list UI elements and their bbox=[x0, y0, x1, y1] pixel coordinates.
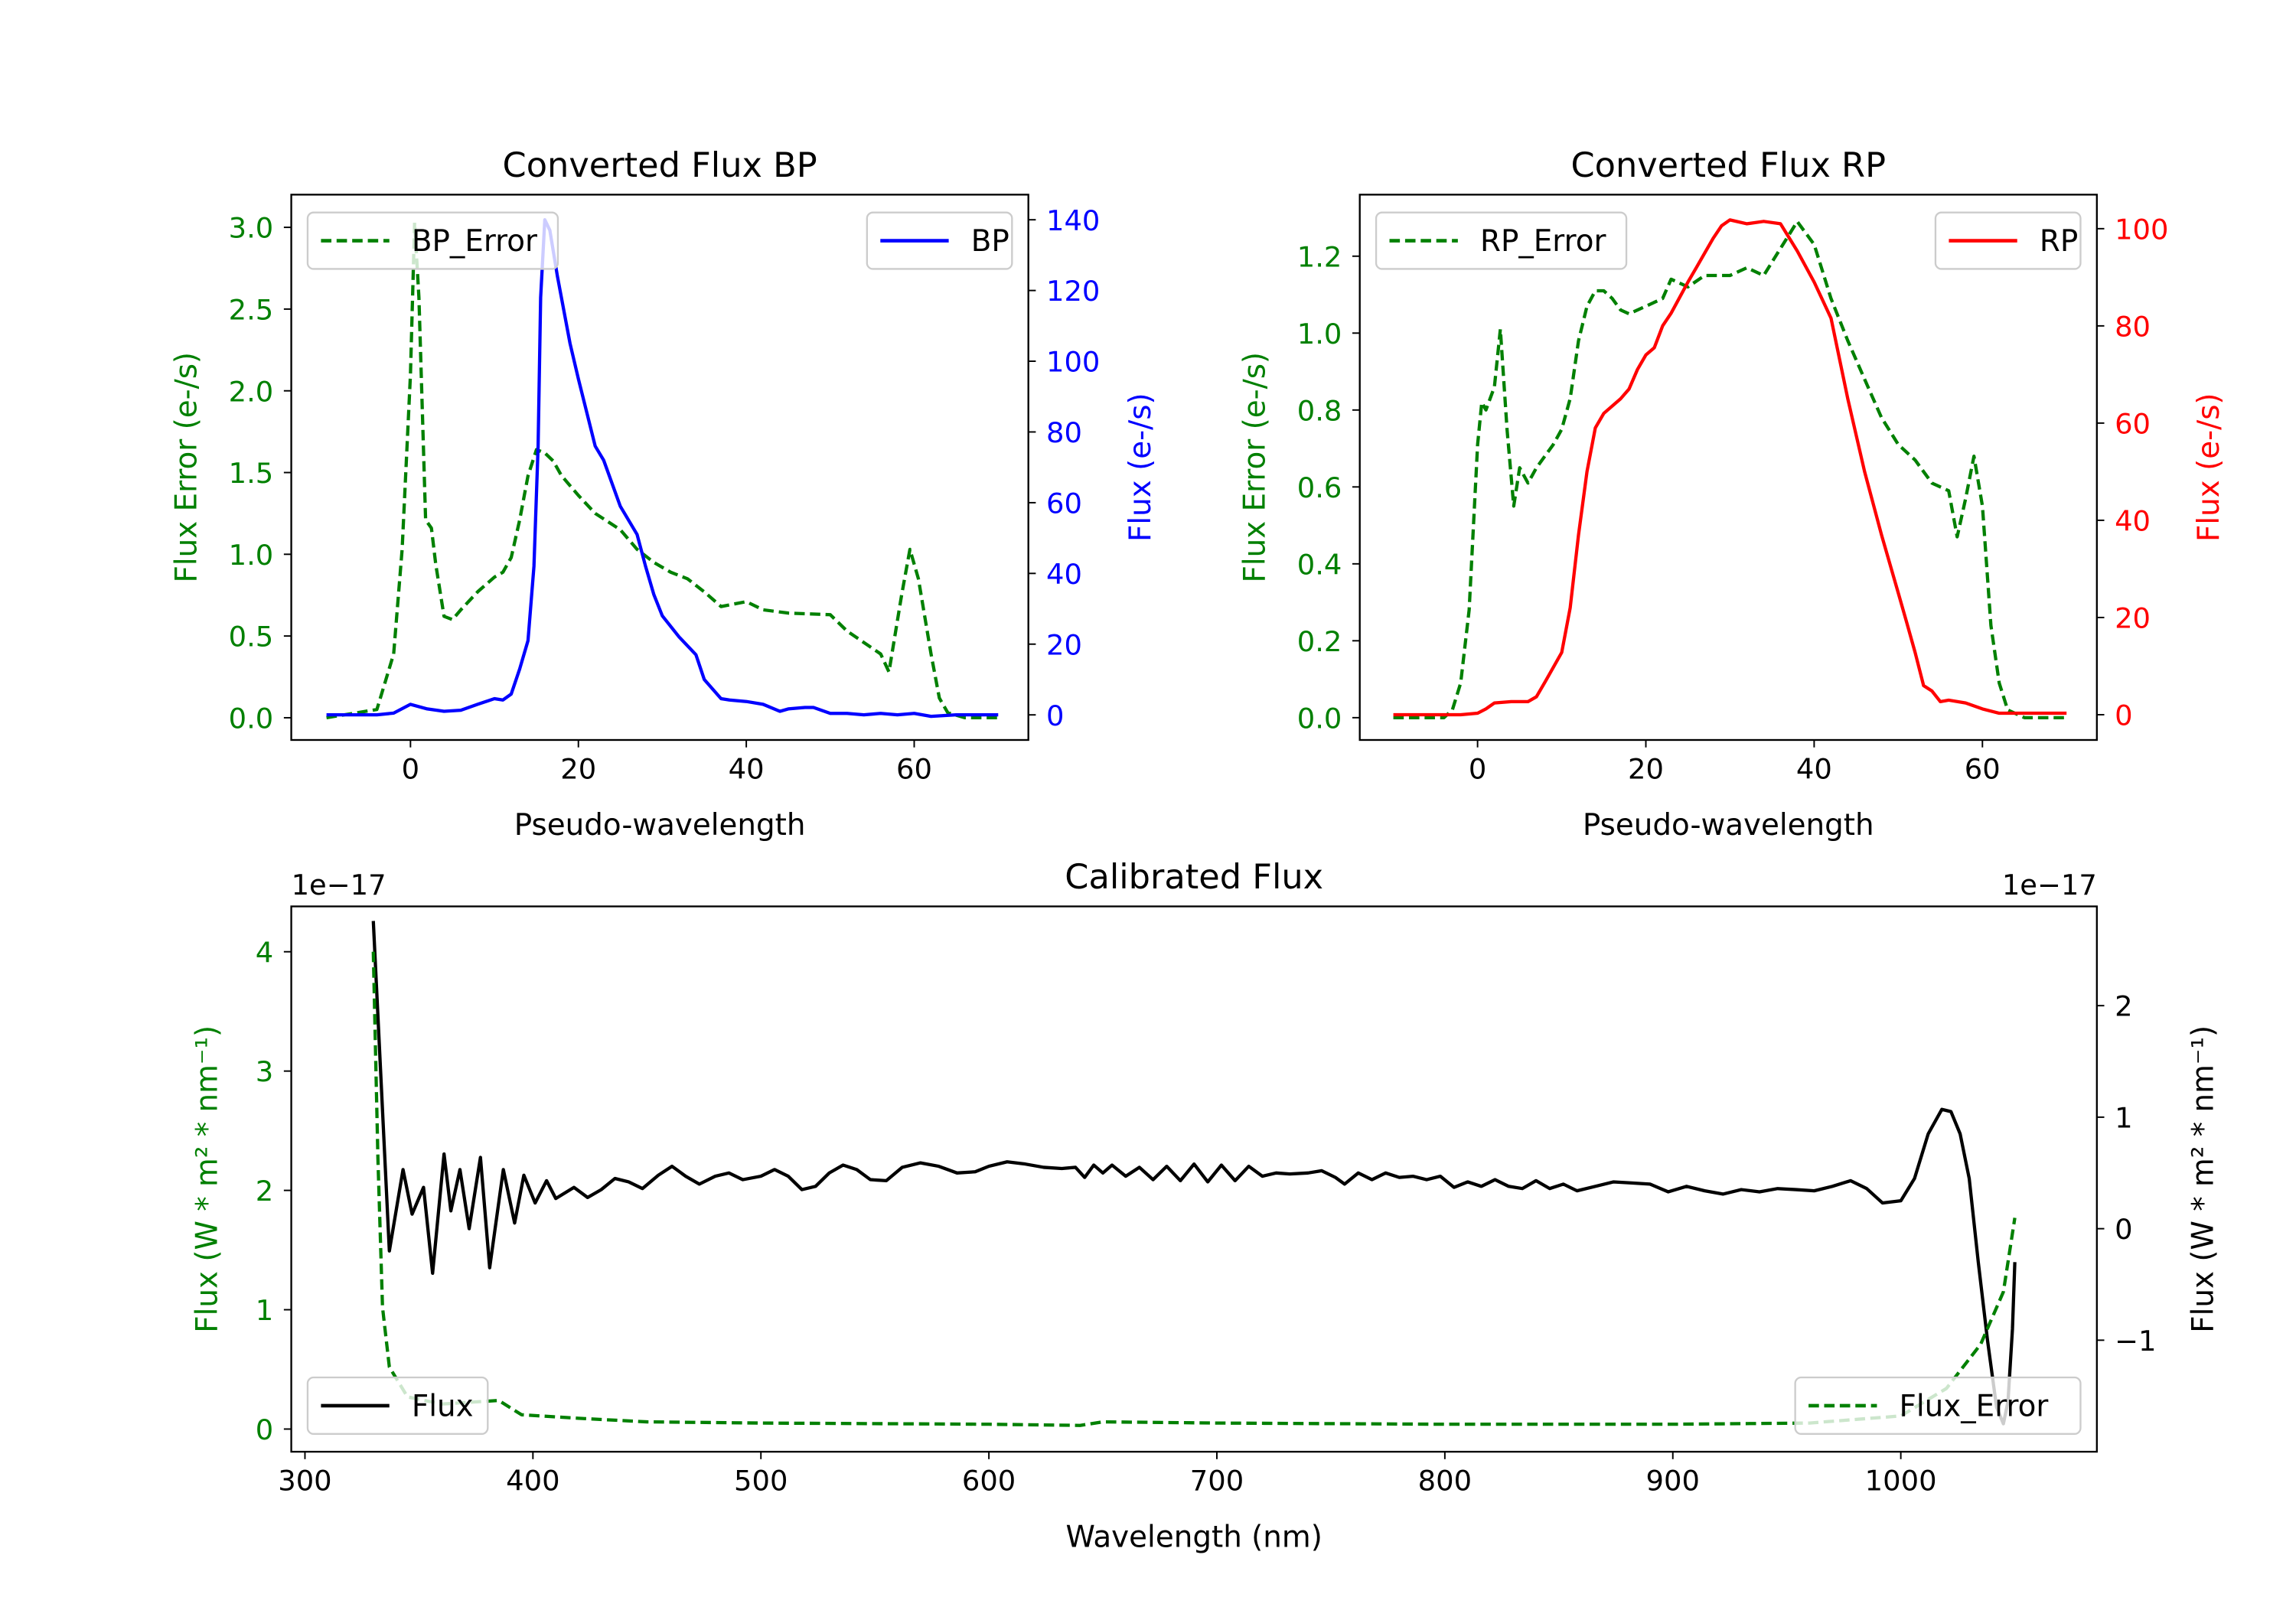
x-tick-label: 0 bbox=[1469, 752, 1486, 785]
legend-flux: Flux bbox=[306, 1376, 489, 1435]
axes-frame bbox=[1358, 194, 2098, 742]
legend-label: BP bbox=[971, 224, 1009, 259]
y-left-tick-label: 2 bbox=[256, 1175, 273, 1208]
axes-frame bbox=[290, 905, 2098, 1453]
y-right-tick-label: 80 bbox=[2115, 310, 2151, 343]
legend-box bbox=[1794, 1376, 2082, 1435]
x-tick-label: 1000 bbox=[1865, 1465, 1937, 1498]
y-right-tick-label: 40 bbox=[1046, 558, 1082, 591]
y-right-tick-label: 0 bbox=[1046, 699, 1064, 732]
x-tick-label: 40 bbox=[1796, 752, 1832, 785]
x-tick-label: 700 bbox=[1190, 1465, 1244, 1498]
x-tick-label: 900 bbox=[1646, 1465, 1700, 1498]
y-right-tick-label: 1 bbox=[2115, 1101, 2132, 1134]
y-left-tick-label: 4 bbox=[256, 936, 273, 969]
chart-panel-2: 300 400 500 600 700 800 900 1000 0 1 2 3 4 −1 0 1 2 Calib… bbox=[190, 857, 2220, 1554]
y-right-tick-label: 60 bbox=[1046, 487, 1082, 520]
series-line-flux bbox=[371, 921, 2017, 1426]
y-left-tick-label: 3.0 bbox=[229, 212, 274, 245]
y-left-tick-label: 0.0 bbox=[229, 702, 274, 735]
y-right-tick-label: 0 bbox=[2115, 699, 2132, 732]
y-left-tick-label: 0.4 bbox=[1297, 548, 1342, 581]
y-left-axis-label: Flux (W * m² * nm⁻¹) bbox=[190, 1025, 224, 1333]
legend-box bbox=[306, 1376, 489, 1435]
x-tick-label: 20 bbox=[560, 752, 596, 785]
axes-frame bbox=[290, 194, 1029, 742]
y-left-tick-label: 1.0 bbox=[1297, 318, 1342, 350]
y-right-tick-label: 20 bbox=[2115, 602, 2151, 635]
x-tick-label: 20 bbox=[1628, 752, 1664, 785]
y-left-tick-label: 2.5 bbox=[229, 293, 274, 326]
y-right-tick-label: 40 bbox=[2115, 505, 2151, 538]
y-left-tick-label: 0 bbox=[256, 1413, 273, 1446]
series-line-bp bbox=[326, 218, 999, 719]
legend-bp: BP bbox=[866, 211, 1013, 270]
series-line-rp bbox=[1393, 218, 2067, 717]
y-right-tick-label: 60 bbox=[2115, 407, 2151, 440]
chart-panel-1: 0 20 40 60 0.0 0.2 0.4 0.6 0.8 1.0 1.2 0 20 40 60 80 100… bbox=[1238, 145, 2226, 843]
x-tick-label: 800 bbox=[1418, 1465, 1472, 1498]
x-tick-label: 500 bbox=[734, 1465, 788, 1498]
y-right-tick-label: 140 bbox=[1046, 204, 1100, 237]
x-tick-label: 600 bbox=[962, 1465, 1016, 1498]
y-right-axis-label: Flux (e-/s) bbox=[2192, 393, 2226, 542]
y-right-tick-label: 0 bbox=[2115, 1213, 2132, 1246]
series-line-rp-error bbox=[1393, 220, 2067, 719]
x-tick-label: 400 bbox=[506, 1465, 559, 1498]
chart-title: Converted Flux BP bbox=[503, 145, 817, 185]
x-tick-label: 60 bbox=[896, 752, 932, 785]
y-left-axis-label: Flux Error (e-/s) bbox=[1238, 352, 1272, 583]
y-left-tick-label: 1 bbox=[256, 1294, 273, 1327]
y-right-tick-label: 100 bbox=[1046, 346, 1100, 379]
y-left-tick-label: 0.6 bbox=[1297, 471, 1342, 504]
chart-title: Converted Flux RP bbox=[1570, 145, 1886, 185]
y-left-tick-label: 0.2 bbox=[1297, 625, 1342, 658]
y-left-axis-label: Flux Error (e-/s) bbox=[169, 352, 204, 583]
x-tick-label: 300 bbox=[278, 1465, 331, 1498]
legend-box bbox=[1375, 211, 1628, 270]
y-left-tick-label: 0.5 bbox=[229, 621, 274, 654]
y-right-tick-label: 120 bbox=[1046, 275, 1100, 308]
x-tick-label: 40 bbox=[729, 752, 765, 785]
y-right-offset-text: 1e−17 bbox=[2002, 869, 2097, 901]
legend-rp-error: RP_Error bbox=[1375, 211, 1628, 270]
legend-box bbox=[306, 211, 559, 270]
chart-panel-0: 0 20 40 60 0.0 0.5 1.0 1.5 2.0 2.5 3.0 0 20 40 60 80 100… bbox=[169, 145, 1158, 843]
series-line-bp-error bbox=[326, 220, 999, 719]
y-left-tick-label: 0.8 bbox=[1297, 394, 1342, 427]
y-right-tick-label: 80 bbox=[1046, 416, 1082, 449]
legend-label: RP_Error bbox=[1480, 224, 1606, 259]
legend-label: BP_Error bbox=[412, 224, 537, 259]
chart-title: Calibrated Flux bbox=[1065, 857, 1323, 897]
y-left-tick-label: 1.2 bbox=[1297, 240, 1342, 273]
x-axis-label: Pseudo-wavelength bbox=[514, 808, 806, 843]
legend-label: Flux bbox=[412, 1389, 474, 1423]
y-left-tick-label: 1.0 bbox=[229, 539, 274, 572]
y-left-offset-text: 1e−17 bbox=[292, 869, 386, 901]
y-left-tick-label: 3 bbox=[256, 1055, 273, 1088]
legend-label: RP bbox=[2040, 224, 2078, 259]
x-axis-label: Pseudo-wavelength bbox=[1583, 808, 1874, 843]
y-right-tick-label: 20 bbox=[1046, 628, 1082, 661]
y-right-axis-label: Flux (W * m² * nm⁻¹) bbox=[2186, 1025, 2220, 1333]
y-right-tick-label: 100 bbox=[2115, 213, 2168, 246]
y-left-tick-label: 0.0 bbox=[1297, 702, 1342, 735]
legend-label: Flux_Error bbox=[1900, 1389, 2049, 1423]
x-axis-label: Wavelength (nm) bbox=[1065, 1520, 1322, 1554]
legend-bp-error: BP_Error bbox=[306, 211, 559, 270]
y-right-axis-label: Flux (e-/s) bbox=[1124, 393, 1158, 542]
x-tick-label: 0 bbox=[402, 752, 419, 785]
y-right-tick-label: −1 bbox=[2115, 1325, 2156, 1358]
y-right-tick-label: 2 bbox=[2115, 990, 2132, 1023]
x-tick-label: 60 bbox=[1965, 752, 2001, 785]
legend-rp: RP bbox=[1934, 211, 2082, 270]
y-left-tick-label: 1.5 bbox=[229, 457, 274, 490]
y-left-tick-label: 2.0 bbox=[229, 375, 274, 408]
legend-flux-error: Flux_Error bbox=[1794, 1376, 2082, 1435]
